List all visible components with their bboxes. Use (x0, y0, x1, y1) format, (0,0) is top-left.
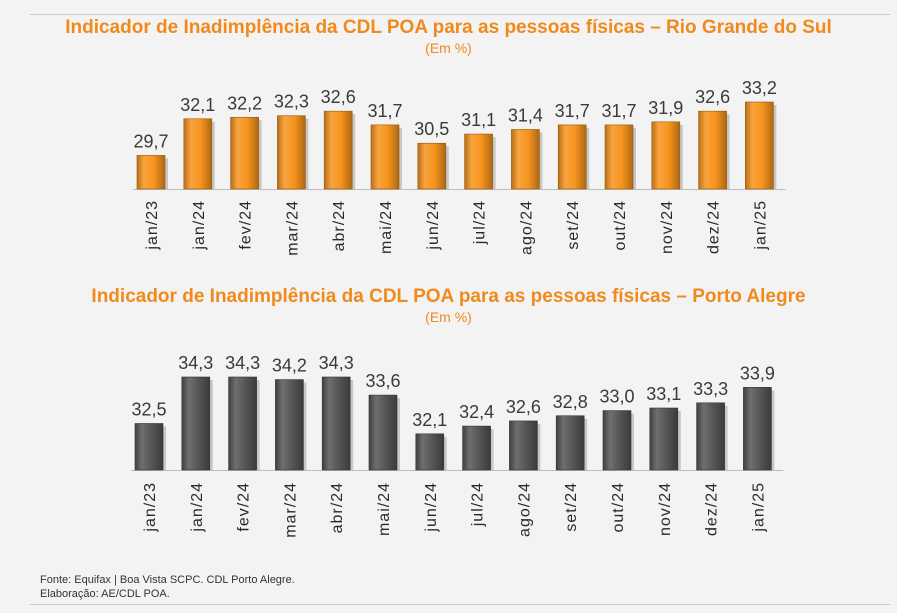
x-tick-label: fev/24 (238, 200, 255, 250)
x-tick-label: mai/24 (378, 200, 395, 254)
bar (183, 118, 213, 190)
data-label: 32,5 (131, 400, 166, 420)
x-tick-label: nov/24 (657, 482, 674, 536)
bar (745, 101, 774, 190)
bar (743, 387, 772, 471)
x-tick-label: out/24 (612, 200, 629, 250)
bar (181, 376, 211, 471)
bar (321, 376, 351, 471)
data-label: 33,2 (742, 78, 777, 98)
data-label: 30,5 (414, 119, 449, 139)
x-tick-label: set/24 (565, 200, 582, 250)
x-tick-label: mar/24 (282, 482, 299, 538)
x-tick-label: jan/24 (191, 200, 208, 251)
bar (555, 415, 585, 471)
data-label: 33,0 (599, 387, 634, 407)
x-tick-label: jan/25 (752, 200, 769, 251)
data-label: 34,3 (225, 353, 260, 373)
x-tick-label: dez/24 (706, 200, 723, 254)
x-tick-label: jul/24 (472, 200, 489, 245)
bar (370, 124, 400, 190)
data-label: 32,4 (459, 402, 494, 422)
bar (651, 121, 681, 190)
x-tick-label: ago/24 (518, 200, 535, 255)
bar (696, 402, 725, 471)
bar (464, 133, 493, 190)
data-label: 32,1 (180, 95, 215, 115)
bar (604, 124, 634, 190)
bar (602, 410, 632, 471)
x-tick-label: jan/25 (750, 482, 767, 533)
data-label: 29,7 (133, 131, 168, 151)
x-tick-label: jan/23 (144, 200, 161, 251)
bar (136, 155, 166, 190)
x-tick-label: jun/24 (423, 482, 440, 533)
bar (230, 116, 259, 190)
bar (511, 129, 540, 190)
data-label: 34,3 (178, 353, 213, 373)
x-tick-label: jul/24 (470, 482, 487, 527)
chart-1-title: Indicador de Inadimplência da CDL POA pa… (65, 17, 832, 38)
chart-2-subtitle: (Em %) (425, 309, 472, 325)
x-tick-label: abr/24 (329, 482, 346, 533)
x-tick-label: dez/24 (704, 482, 721, 536)
bar (698, 110, 727, 190)
x-tick-label: jan/24 (189, 482, 206, 533)
x-tick-label: abr/24 (331, 200, 348, 251)
data-label: 32,2 (227, 93, 262, 113)
bar (415, 433, 445, 471)
x-tick-label: mar/24 (284, 200, 301, 256)
bar (557, 124, 587, 190)
x-tick-label: ago/24 (516, 482, 533, 537)
bar (277, 115, 306, 190)
data-label: 31,7 (601, 101, 636, 121)
rs-bar-chart: 29,7 jan/23 32,1 jan/24 32,2 fev/24 32,3 mar/24… (133, 78, 786, 256)
x-tick-label: out/24 (610, 482, 627, 532)
data-label: 32,6 (506, 397, 541, 417)
data-label: 31,1 (461, 110, 496, 130)
data-label: 34,3 (319, 353, 354, 373)
data-label: 33,1 (646, 384, 681, 404)
bar (417, 142, 447, 190)
bar (134, 423, 164, 471)
data-label: 31,4 (508, 105, 543, 125)
x-tick-label: set/24 (563, 482, 580, 532)
x-tick-label: nov/24 (659, 200, 676, 254)
data-label: 33,3 (693, 379, 728, 399)
data-label: 33,9 (740, 363, 775, 383)
bar (368, 394, 398, 471)
x-tick-label: jan/23 (142, 482, 159, 533)
data-label: 32,6 (695, 87, 730, 107)
credit-note: Elaboração: AE/CDL POA. (40, 588, 170, 600)
x-tick-label: jun/24 (425, 200, 442, 251)
data-label: 33,6 (365, 371, 400, 391)
bar (462, 425, 491, 471)
x-tick-label: mai/24 (376, 482, 393, 536)
bar (649, 407, 679, 471)
bottom-rule (30, 604, 890, 605)
data-label: 32,3 (274, 92, 309, 112)
data-label: 32,6 (321, 87, 356, 107)
chart-1-subtitle: (Em %) (425, 40, 472, 56)
data-label: 31,7 (555, 101, 590, 121)
top-rule (30, 14, 890, 15)
data-label: 32,1 (412, 410, 447, 430)
bar (228, 376, 257, 471)
data-label: 32,8 (553, 392, 588, 412)
chart-2-title: Indicador de Inadimplência da CDL POA pa… (91, 286, 806, 307)
data-label: 31,7 (367, 101, 402, 121)
poa-bar-chart: 32,5 jan/23 34,3 jan/24 34,3 fev/24 34,2 mar/24… (131, 353, 784, 538)
source-note: Fonte: Equifax | Boa Vista SCPC. CDL Por… (40, 574, 295, 586)
bar (275, 379, 304, 471)
x-tick-label: fev/24 (236, 482, 253, 532)
bar (323, 110, 353, 190)
data-label: 34,2 (272, 356, 307, 376)
bar (509, 420, 538, 471)
data-label: 31,9 (648, 98, 683, 118)
